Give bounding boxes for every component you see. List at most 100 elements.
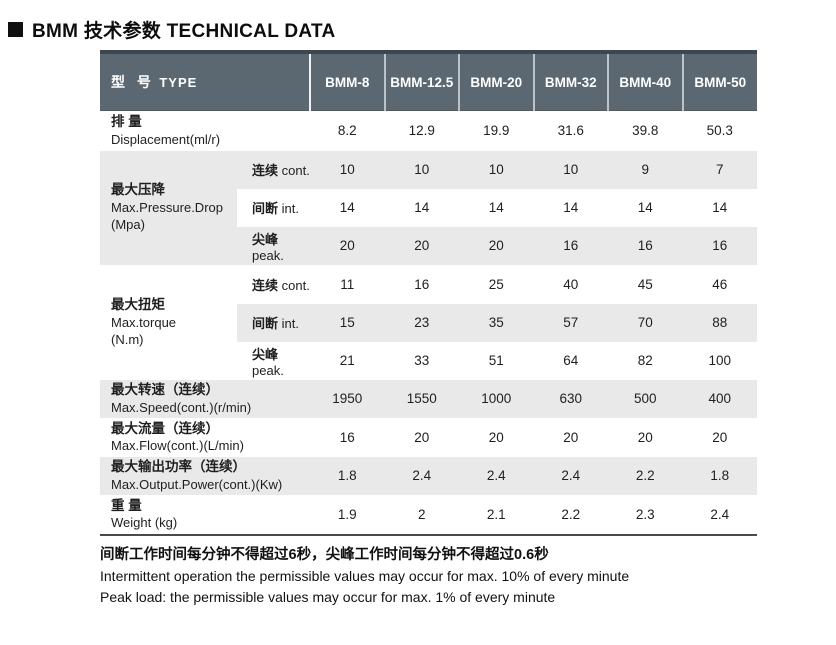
cell-torque-cont: 45: [608, 264, 683, 304]
cell-pressure-cont: 10: [384, 150, 459, 189]
footnote-peak-en: Peak load: the permissible values may oc…: [100, 589, 556, 606]
cell-pressure-int: 14: [384, 188, 459, 227]
sublabel-torque-int: 间断 int.: [237, 303, 310, 342]
cell-pressure-peak: 16: [533, 226, 608, 265]
cell-torque-peak: 82: [608, 341, 683, 380]
label-displacement: 排 量 Displacement(ml/r): [100, 110, 310, 151]
cell-pressure-peak: 20: [384, 226, 459, 265]
table-header-row: 型 号 TYPE BMM-8 BMM-12.5 BMM-20 BMM-32 BM…: [100, 50, 757, 111]
label-weight: 重 量 Weight (kg): [100, 494, 310, 536]
cell-weight: 1.9: [310, 494, 385, 536]
cell-displacement: 31.6: [533, 110, 608, 151]
cell-pressure-cont: 10: [310, 150, 385, 189]
label-max-flow: 最大流量（连续） Max.Flow(cont.)(L/min): [100, 417, 310, 457]
cell-power: 2.4: [533, 456, 608, 495]
title-bullet-icon: [8, 22, 23, 37]
row-output-power: 最大输出功率（连续） Max.Output.Power(cont.)(Kw) 1…: [100, 456, 757, 495]
cell-displacement: 8.2: [310, 110, 385, 151]
cell-pressure-int: 14: [459, 188, 534, 227]
cell-pressure-int: 14: [608, 188, 683, 227]
footnote-int-en: Intermittent operation the permissible v…: [100, 568, 630, 585]
cell-pressure-peak: 20: [310, 226, 385, 265]
cell-flow: 20: [608, 417, 683, 457]
cell-torque-int: 88: [682, 303, 757, 342]
cell-displacement: 50.3: [682, 110, 757, 151]
cell-pressure-int: 14: [310, 188, 385, 227]
cell-weight: 2.2: [533, 494, 608, 536]
sublabel-pressure-peak: 尖峰 peak.: [237, 226, 310, 265]
column-header-bmm-12-5: BMM-12.5: [383, 50, 459, 111]
cell-torque-peak: 21: [310, 341, 385, 380]
sublabel-torque-cont: 连续 cont.: [237, 264, 310, 304]
cell-torque-int: 23: [384, 303, 459, 342]
column-header-bmm-32: BMM-32: [532, 50, 608, 111]
row-torque-peak: 尖峰 peak. 21 33 51 64 82 100: [100, 341, 757, 380]
row-torque-int: 间断 int. 15 23 35 57 70 88: [100, 303, 757, 342]
cell-torque-cont: 16: [384, 264, 459, 304]
sublabel-torque-peak: 尖峰 peak.: [237, 341, 310, 380]
cell-flow: 20: [384, 417, 459, 457]
label-output-power: 最大输出功率（连续） Max.Output.Power(cont.)(Kw): [100, 456, 310, 495]
row-pressure-int: 间断 int. 14 14 14 14 14 14: [100, 188, 757, 227]
cell-torque-cont: 46: [682, 264, 757, 304]
cell-displacement: 12.9: [384, 110, 459, 151]
cell-torque-peak: 100: [682, 341, 757, 380]
cell-flow: 16: [310, 417, 385, 457]
footnotes: 间断工作时间每分钟不得超过6秒，尖峰工作时间每分钟不得超过0.6秒 Interm…: [100, 545, 836, 609]
page-title: BMM 技术参数 TECHNICAL DATA: [8, 16, 836, 43]
cell-torque-cont: 11: [310, 264, 385, 304]
cell-torque-cont: 25: [459, 264, 534, 304]
cell-pressure-cont: 9: [608, 150, 683, 189]
row-displacement: 排 量 Displacement(ml/r) 8.2 12.9 19.9 31.…: [100, 110, 757, 151]
footnote-zh: 间断工作时间每分钟不得超过6秒，尖峰工作时间每分钟不得超过0.6秒: [100, 546, 549, 563]
cell-pressure-peak: 16: [608, 226, 683, 265]
cell-pressure-peak: 16: [682, 226, 757, 265]
cell-power: 2.4: [459, 456, 534, 495]
cell-weight: 2.4: [682, 494, 757, 536]
cell-flow: 20: [533, 417, 608, 457]
cell-displacement: 39.8: [608, 110, 683, 151]
row-pressure-cont: 最大压降 Max.Pressure.Drop (Mpa) 连续 cont. 10…: [100, 150, 757, 265]
cell-speed: 500: [608, 379, 683, 418]
row-pressure-peak: 尖峰 peak. 20 20 20 16 16 16: [100, 226, 757, 265]
type-header-cell: 型 号 TYPE: [100, 50, 310, 111]
cell-speed: 1950: [310, 379, 385, 418]
cell-power: 2.4: [384, 456, 459, 495]
type-label-en: TYPE: [159, 74, 198, 90]
cell-torque-peak: 33: [384, 341, 459, 380]
cell-weight: 2: [384, 494, 459, 536]
column-header-bmm-40: BMM-40: [607, 50, 683, 111]
cell-power: 1.8: [682, 456, 757, 495]
cell-speed: 400: [682, 379, 757, 418]
cell-pressure-int: 14: [533, 188, 608, 227]
cell-pressure-peak: 20: [459, 226, 534, 265]
row-max-flow: 最大流量（连续） Max.Flow(cont.)(L/min) 16 20 20…: [100, 417, 757, 457]
cell-flow: 20: [682, 417, 757, 457]
cell-speed: 630: [533, 379, 608, 418]
column-header-bmm-50: BMM-50: [681, 50, 757, 111]
cell-pressure-cont: 10: [533, 150, 608, 189]
cell-pressure-int: 14: [682, 188, 757, 227]
cell-weight: 2.3: [608, 494, 683, 536]
row-max-speed: 最大转速（连续） Max.Speed(cont.)(r/min) 1950 15…: [100, 379, 757, 418]
label-pressure-drop: 最大压降 Max.Pressure.Drop (Mpa): [100, 150, 237, 265]
cell-displacement: 19.9: [459, 110, 534, 151]
datasheet-page: BMM 技术参数 TECHNICAL DATA 型 号 TYPE BMM-8 B…: [0, 16, 836, 645]
row-torque-cont: 最大扭矩 Max.torque (N.m) 连续 cont. 11 16 25 …: [100, 264, 757, 380]
cell-torque-int: 15: [310, 303, 385, 342]
cell-power: 1.8: [310, 456, 385, 495]
page-title-text: BMM 技术参数 TECHNICAL DATA: [32, 21, 336, 42]
label-max-torque: 最大扭矩 Max.torque (N.m): [100, 264, 237, 380]
sublabel-pressure-int: 间断 int.: [237, 188, 310, 227]
cell-torque-int: 70: [608, 303, 683, 342]
technical-data-table: 型 号 TYPE BMM-8 BMM-12.5 BMM-20 BMM-32 BM…: [100, 50, 757, 536]
cell-torque-int: 57: [533, 303, 608, 342]
cell-speed: 1000: [459, 379, 534, 418]
cell-torque-peak: 51: [459, 341, 534, 380]
label-max-speed: 最大转速（连续） Max.Speed(cont.)(r/min): [100, 379, 310, 418]
cell-torque-int: 35: [459, 303, 534, 342]
cell-weight: 2.1: [459, 494, 534, 536]
cell-pressure-cont: 10: [459, 150, 534, 189]
sublabel-pressure-cont: 连续 cont.: [237, 150, 310, 189]
column-header-bmm-20: BMM-20: [458, 50, 534, 111]
